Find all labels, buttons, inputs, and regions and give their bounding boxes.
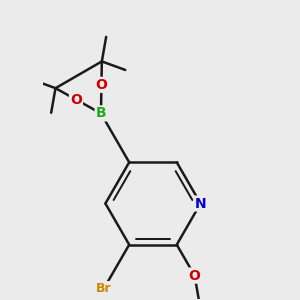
Text: Br: Br [96,282,112,295]
Text: O: O [95,78,107,92]
Text: N: N [195,196,206,211]
Text: O: O [189,268,200,283]
Text: O: O [70,92,82,106]
Text: B: B [96,106,106,120]
